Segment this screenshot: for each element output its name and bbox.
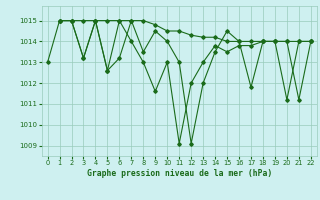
X-axis label: Graphe pression niveau de la mer (hPa): Graphe pression niveau de la mer (hPa) [87, 169, 272, 178]
